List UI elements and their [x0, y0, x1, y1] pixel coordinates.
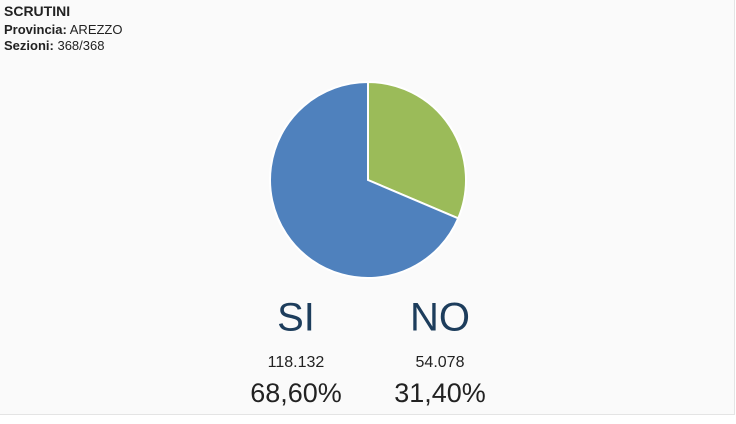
field-label: Provincia:: [4, 22, 67, 37]
field: Provincia: AREZZO: [4, 22, 123, 37]
field-value: AREZZO: [69, 22, 123, 37]
pie-slice: [367, 80, 467, 220]
percent-label: 68,60%: [250, 378, 342, 408]
field-value: 368/368: [57, 38, 105, 53]
votes-label: 54.078: [416, 354, 465, 371]
field: Sezioni: 368/368: [4, 38, 104, 53]
panel: SCRUTINI Provincia: AREZZO Sezioni: 368/…: [0, 0, 735, 415]
percent-label: 31,40%: [394, 378, 486, 408]
category-label: NO: [410, 296, 470, 340]
field-label: Sezioni:: [4, 38, 54, 53]
title: SCRUTINI: [4, 3, 71, 19]
votes-label: 118.132: [268, 354, 325, 371]
pie-slice: [269, 80, 460, 279]
chart: SI 118.132 68,60% NO 54.078 31,40%: [250, 80, 486, 408]
category-label: SI: [277, 296, 315, 340]
